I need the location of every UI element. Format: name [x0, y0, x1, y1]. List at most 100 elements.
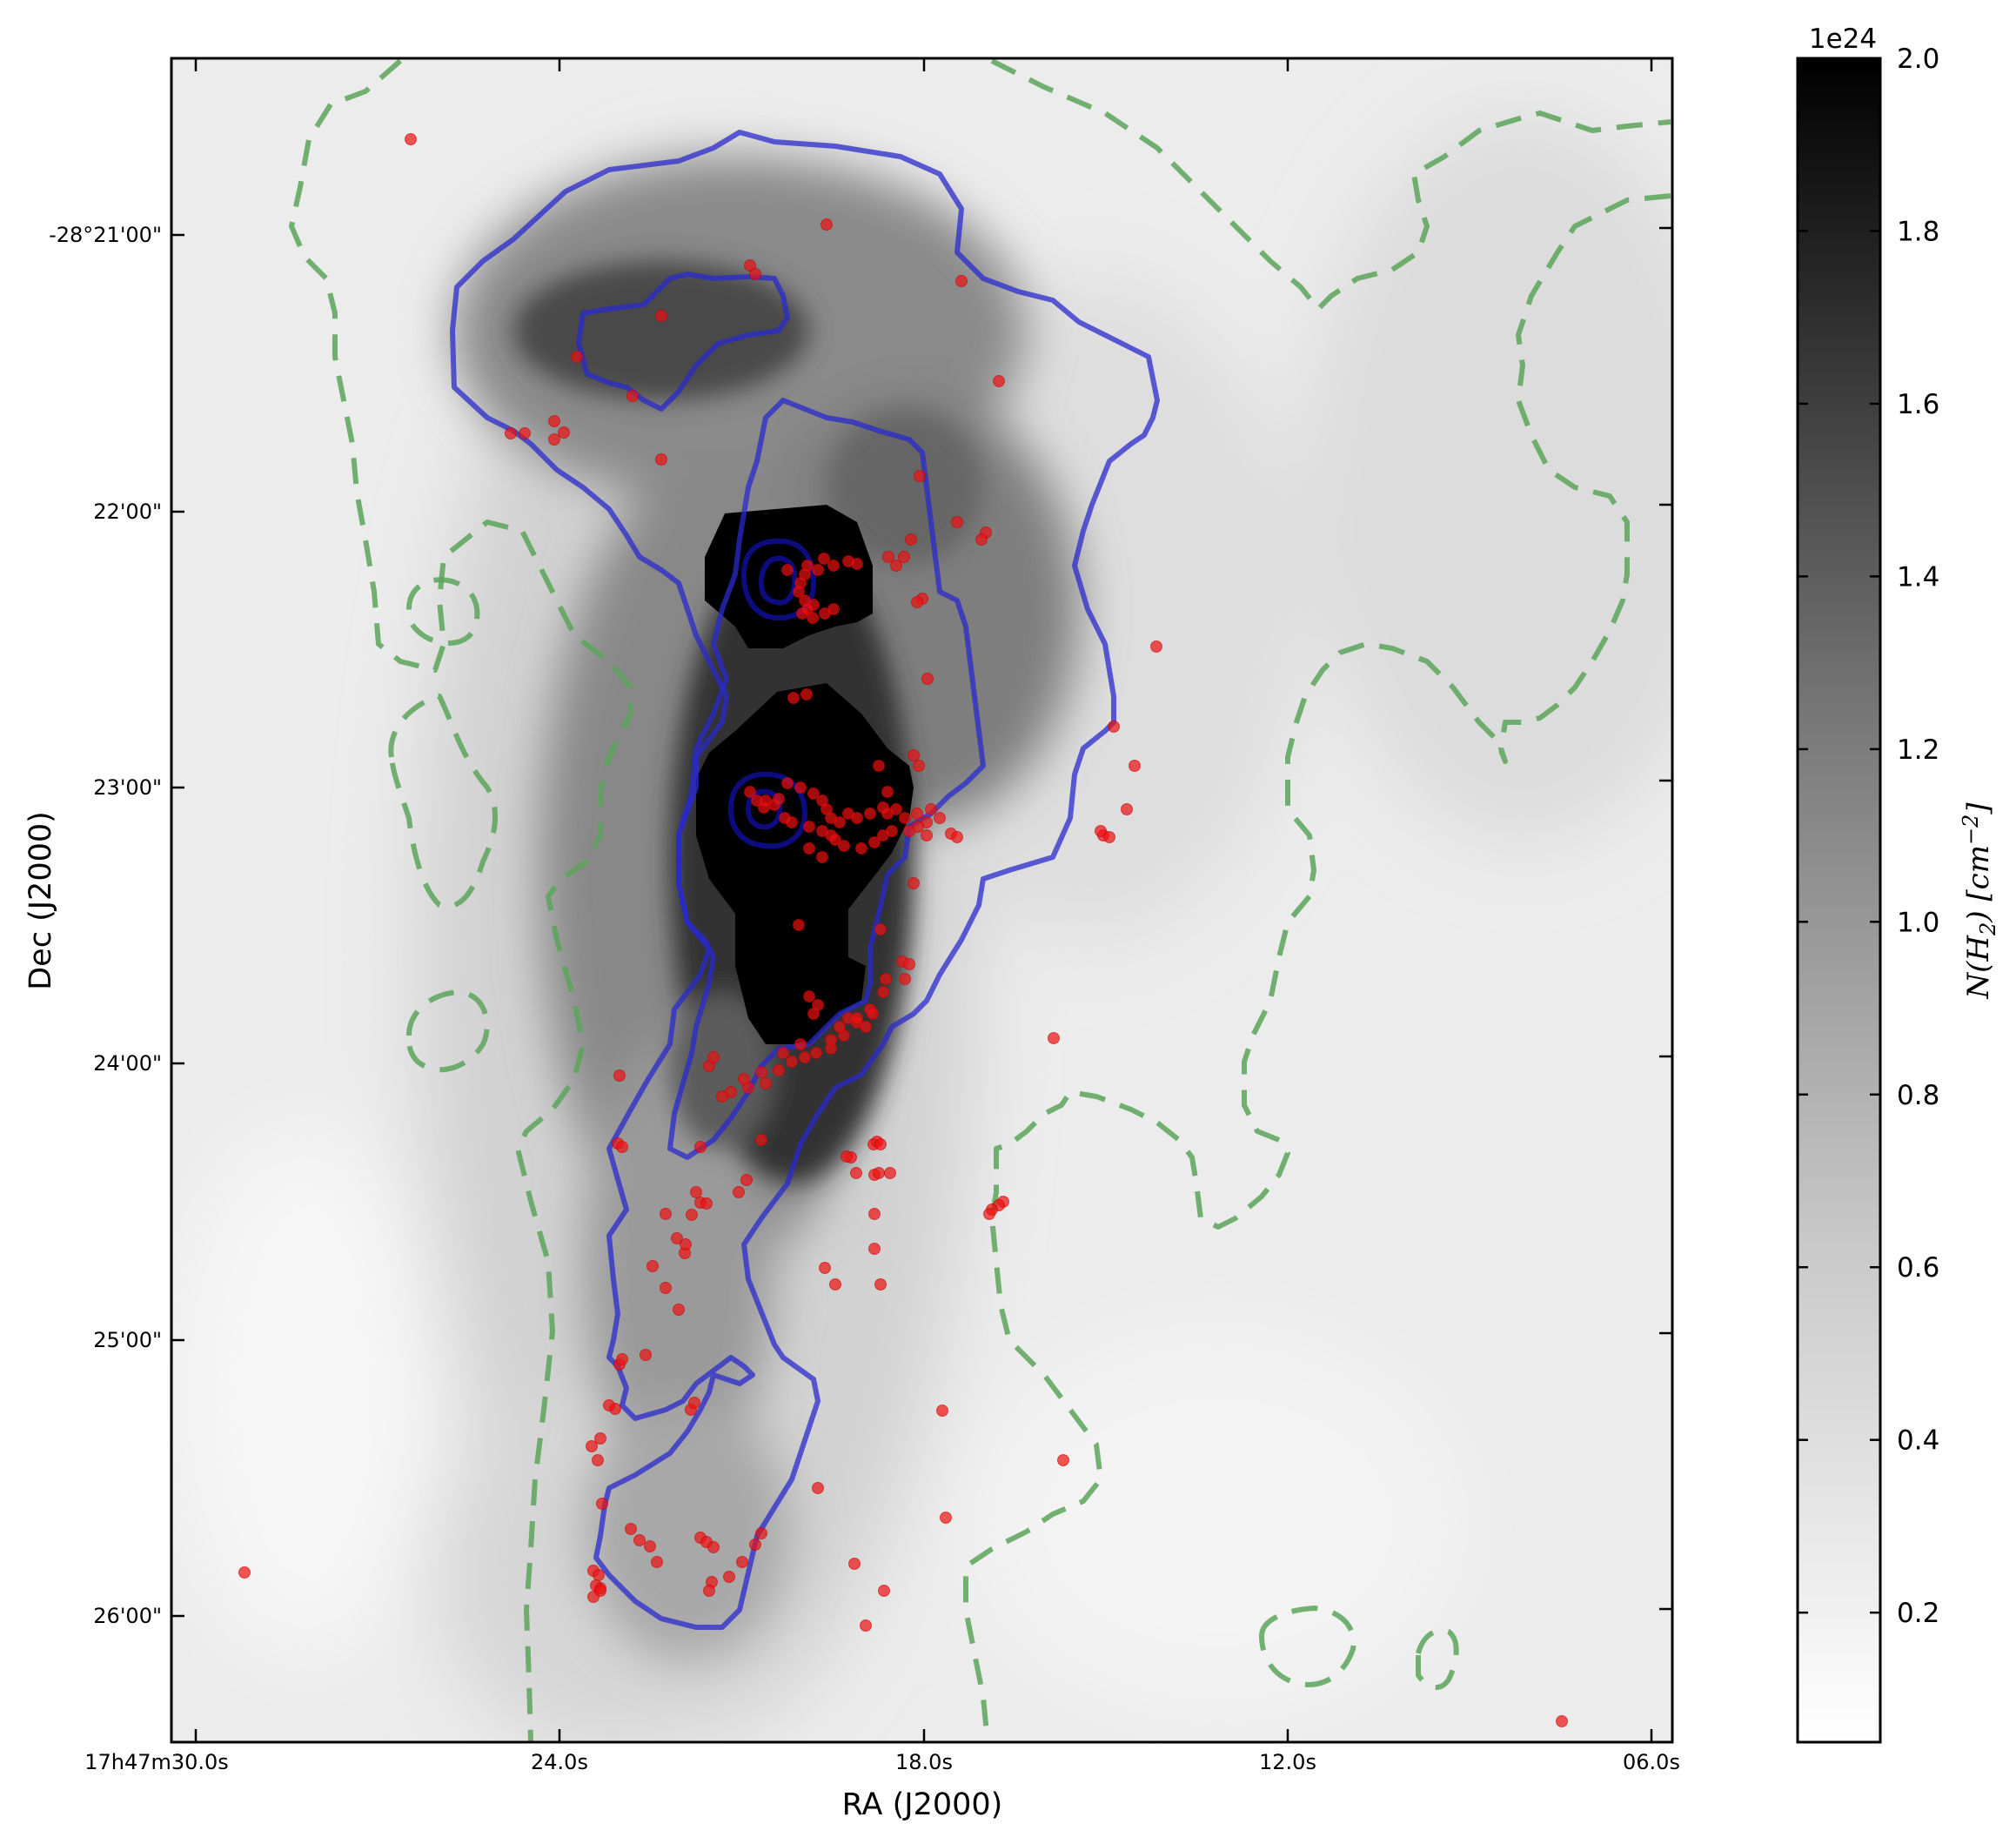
source-marker: [1095, 825, 1107, 837]
source-marker: [868, 1243, 881, 1255]
colorbar-title-mid: ) [cm: [1961, 845, 1996, 923]
colorbar-title: N(H2) [cm−2]: [1959, 802, 2000, 1000]
source-marker: [686, 1209, 698, 1221]
source-marker: [911, 808, 923, 820]
y-tick-label: 22'00": [93, 499, 162, 524]
colorbar-tick-label: 1.4: [1897, 561, 1939, 593]
source-marker: [850, 1167, 862, 1179]
source-marker: [651, 1556, 663, 1568]
source-marker: [238, 1566, 251, 1579]
source-marker: [868, 836, 881, 848]
source-marker: [908, 749, 920, 761]
source-marker: [801, 603, 814, 615]
source-marker: [749, 268, 761, 280]
source-marker: [586, 1440, 598, 1452]
y-tick-label: 25'00": [93, 1328, 162, 1352]
source-marker: [613, 1069, 626, 1082]
colorbar-title-sup: −2: [1959, 815, 1983, 845]
source-marker: [834, 816, 846, 828]
colorbar: 1e24 0.2 0.4 0.6 0.8 1.0 1.2 1.4 1.6 1.8 2.0 N(H2…: [1796, 23, 2000, 1744]
source-marker: [777, 1047, 789, 1059]
source-marker: [899, 973, 911, 985]
source-marker: [616, 1141, 628, 1153]
source-marker: [644, 1540, 656, 1552]
x-tick-label: 06.0s: [1623, 1750, 1680, 1774]
source-marker: [867, 1008, 879, 1020]
source-marker: [874, 923, 887, 935]
source-marker: [1150, 640, 1162, 653]
core-contour-upper-inner: [759, 555, 798, 606]
source-marker: [707, 1541, 720, 1553]
source-marker: [1048, 1032, 1060, 1044]
source-marker: [855, 842, 867, 855]
source-marker: [640, 1349, 652, 1361]
dashed-contour-top: [990, 58, 1671, 312]
source-marker: [786, 816, 798, 828]
source-marker: [886, 825, 898, 837]
source-marker: [1103, 831, 1115, 843]
source-marker: [936, 1405, 948, 1417]
source-marker: [807, 788, 820, 800]
source-marker: [803, 821, 815, 833]
source-marker: [755, 1527, 767, 1539]
source-marker: [594, 1585, 606, 1597]
source-marker: [594, 1432, 606, 1445]
colorbar-tick-label: 0.8: [1897, 1080, 1939, 1111]
source-marker: [878, 1585, 890, 1597]
source-marker: [812, 1482, 824, 1494]
source-marker: [841, 1150, 853, 1163]
source-marker: [616, 1353, 628, 1365]
source-marker: [873, 1167, 885, 1179]
green-dashed-contours: [289, 58, 1671, 1742]
source-marker: [877, 986, 889, 998]
source-marker: [603, 1399, 615, 1411]
source-marker: [898, 551, 910, 563]
colorbar-tick-label: 1.8: [1897, 216, 1939, 247]
source-marker: [1129, 760, 1141, 772]
blue-contours: [450, 130, 1160, 1630]
source-marker: [505, 427, 517, 439]
source-marker: [819, 1262, 831, 1274]
axis-ticks: [171, 58, 1672, 1742]
source-marker: [874, 1138, 887, 1150]
colorbar-title-sub: 2: [1976, 922, 2000, 936]
source-marker: [803, 842, 815, 855]
source-marker: [655, 310, 667, 322]
source-marker: [571, 351, 583, 363]
source-marker: [733, 1186, 745, 1198]
x-tick-labels: 17h47m30.0s 24.0s 18.0s 12.0s 06.0s: [84, 1750, 1680, 1774]
source-marker: [703, 1585, 715, 1597]
source-marker: [812, 999, 824, 1011]
source-marker: [660, 1208, 672, 1220]
core-contour-upper: [741, 538, 816, 620]
source-marker: [694, 1141, 707, 1153]
colorbar-tick-label: 0.4: [1897, 1425, 1939, 1457]
source-marker: [827, 560, 840, 572]
source-marker: [596, 1498, 608, 1510]
colorbar-title-end: ]: [1961, 802, 1996, 815]
source-marker: [934, 812, 946, 824]
source-marker: [793, 586, 805, 598]
source-marker: [955, 275, 968, 287]
colorbar-tick-label: 0.6: [1897, 1252, 1939, 1284]
dashed-contour-right: [963, 193, 1671, 1742]
source-marker: [860, 1619, 872, 1632]
y-tick-labels: -28°21'00" 22'00" 23'00" 24'00" 25'00" 2…: [49, 223, 162, 1628]
y-axis-title: Dec (J2000): [23, 811, 58, 990]
x-axis-title: RA (J2000): [842, 1787, 1003, 1822]
x-tick-label: 24.0s: [531, 1750, 588, 1774]
core-contour-main: [728, 771, 807, 849]
source-marker: [912, 821, 924, 833]
source-marker: [983, 1208, 995, 1220]
source-marker: [690, 1186, 702, 1198]
source-marker: [707, 1051, 720, 1063]
source-marker: [1556, 1715, 1568, 1727]
source-marker: [881, 786, 894, 798]
source-marker: [940, 1512, 952, 1524]
source-marker: [951, 831, 963, 843]
dashed-loop-left-3: [406, 989, 490, 1073]
source-marker: [799, 1051, 811, 1063]
source-marker: [700, 1197, 713, 1210]
source-marker: [755, 1134, 767, 1146]
source-marker: [593, 1569, 605, 1581]
